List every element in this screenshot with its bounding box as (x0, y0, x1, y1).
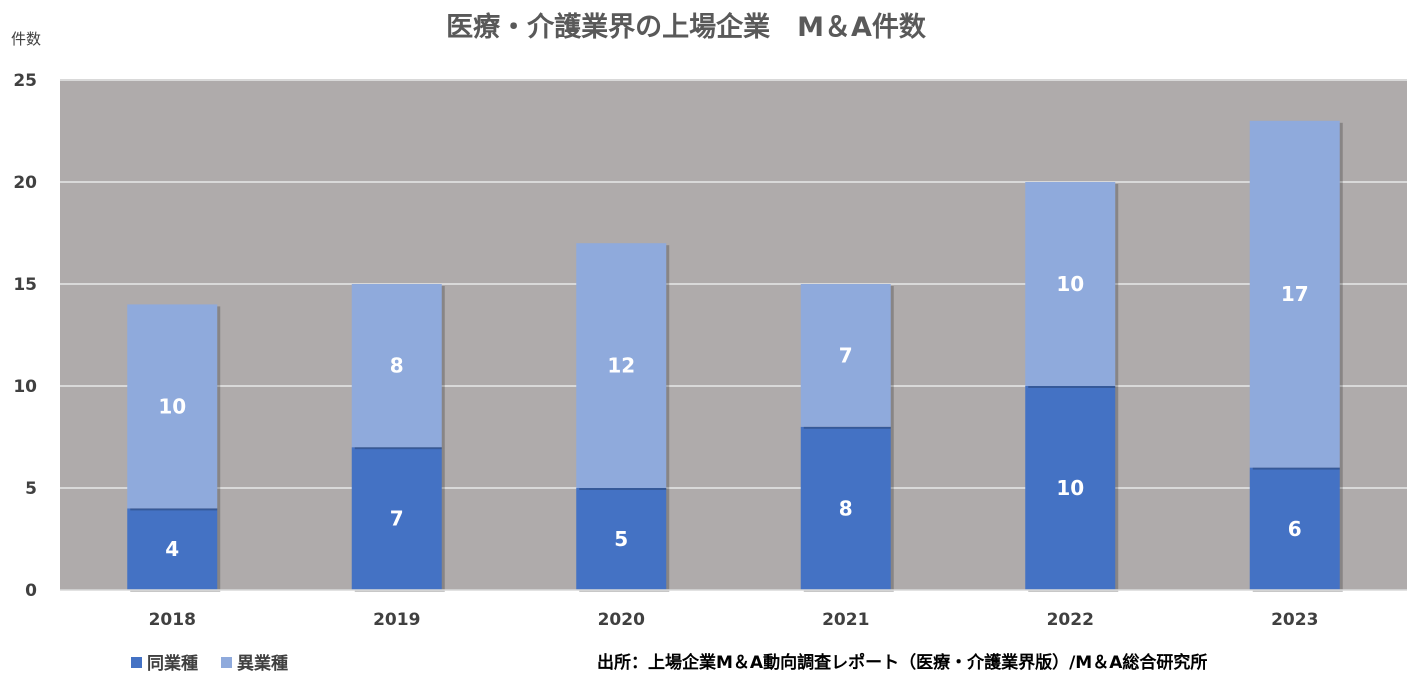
data-label: 10 (1056, 272, 1084, 296)
legend-swatch (131, 657, 142, 668)
data-label: 12 (607, 354, 635, 378)
data-label: 4 (165, 537, 179, 561)
legend-swatch (221, 657, 232, 668)
bar-2021-series-1 (800, 284, 891, 427)
x-tick-label: 2019 (373, 610, 420, 630)
x-tick-label: 2023 (1271, 610, 1318, 630)
bar-2019-series-1 (351, 284, 442, 448)
x-tick-label: 2020 (598, 610, 645, 630)
bar-2018-series-1 (127, 304, 218, 509)
y-tick-label: 5 (25, 479, 37, 499)
bar-2023-series-1 (1249, 120, 1340, 468)
bar-2020-series-1 (576, 243, 667, 488)
data-label: 17 (1281, 282, 1309, 306)
gridlines (60, 79, 1407, 489)
y-tick-label: 0 (25, 581, 37, 601)
bar-2020-series-0 (576, 488, 667, 590)
bar-2018-series-0 (127, 508, 218, 590)
legend-label: 異業種 (237, 653, 288, 674)
data-label: 7 (839, 343, 853, 367)
x-tick-label: 2021 (822, 610, 869, 630)
legend-label: 同業種 (147, 653, 198, 674)
x-tick-label: 2022 (1047, 610, 1094, 630)
plot-area (60, 80, 1407, 590)
y-tick-label: 25 (13, 71, 37, 91)
data-label: 8 (390, 354, 404, 378)
data-label: 10 (158, 394, 186, 418)
x-axis-ticks: 2018 2019 2020 2021 2022 2023 (149, 610, 1319, 630)
y-tick-label: 20 (13, 173, 37, 193)
y-tick-label: 15 (13, 275, 37, 295)
data-label: 10 (1056, 476, 1084, 500)
bars (127, 120, 1343, 592)
data-label: 6 (1288, 517, 1302, 541)
data-label: 8 (839, 496, 853, 520)
bar-2022-series-0 (1025, 386, 1116, 590)
bar-2019-series-0 (351, 447, 442, 590)
chart-title: 医療・介護業界の上場企業 M＆A件数 (446, 11, 927, 43)
data-label: 7 (390, 507, 404, 531)
bar-2021-series-0 (800, 426, 891, 590)
source-note: 出所：上場企業M＆A動向調査レポート（医療・介護業界版）/M＆A総合研究所 (597, 652, 1207, 673)
y-axis-ticks: 0 5 10 15 20 25 (13, 71, 37, 601)
y-tick-label: 10 (13, 377, 37, 397)
data-labels: 4 10 7 8 5 12 8 7 10 10 6 17 (158, 272, 1308, 561)
bar-2023-series-0 (1249, 467, 1340, 590)
data-label: 5 (614, 527, 628, 551)
legend: 同業種 異業種 (131, 653, 288, 674)
x-tick-label: 2018 (149, 610, 196, 630)
bar-2022-series-1 (1025, 182, 1116, 386)
y-axis-unit-label: 件数 (11, 30, 41, 48)
